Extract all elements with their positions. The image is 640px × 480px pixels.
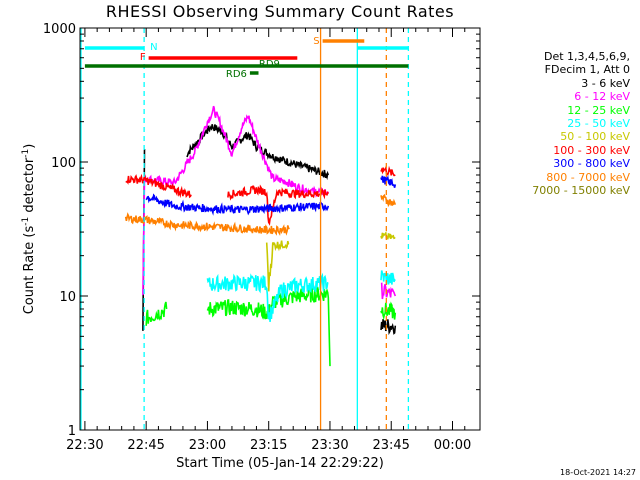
legend-entry: 6 - 12 keV: [574, 90, 630, 104]
legend-entry: 25 - 50 keV: [567, 117, 630, 131]
y-tick-label: 10: [59, 290, 76, 305]
date-stamp: 18-Oct-2021 14:27: [560, 468, 636, 477]
series-trace: [380, 230, 396, 240]
series-trace: [124, 212, 290, 236]
flag-label: S: [313, 36, 319, 47]
series-trace: [145, 193, 330, 216]
chart-title: RHESSI Observing Summary Count Rates: [105, 2, 455, 21]
series-trace: [186, 124, 330, 181]
legend-entry: 800 - 7000 keV: [546, 170, 630, 184]
x-tick-label: 23:15: [250, 438, 287, 453]
series-trace: [265, 240, 290, 292]
legend-entry: 12 - 25 keV: [567, 103, 630, 117]
plot-marks: [81, 28, 410, 430]
legend-entry: 50 - 100 keV: [560, 130, 630, 144]
x-tick-label: 00:00: [434, 438, 471, 453]
series-trace: [142, 105, 330, 296]
flag-label: RD6: [226, 69, 247, 80]
series-trace: [125, 173, 192, 199]
flag-label: RD9: [259, 59, 280, 70]
x-tick-label: 22:30: [66, 438, 103, 453]
x-tick-label: 22:45: [127, 438, 164, 453]
y-axis-label-part: ): [22, 144, 37, 149]
y-tick-label: 1: [68, 424, 76, 439]
series-trace: [145, 301, 168, 326]
x-tick-label: 23:30: [311, 438, 348, 453]
series-trace: [206, 272, 329, 322]
legend-header-line-2: FDecim 1, Att 0: [544, 63, 630, 77]
y-tick-label: 100: [51, 156, 76, 171]
series-trace: [380, 319, 397, 336]
legend-header-line-1: Det 1,3,4,5,6,9,: [543, 50, 630, 63]
series-trace: [380, 193, 397, 208]
x-tick-label: 23:45: [372, 438, 409, 453]
series-line: [206, 270, 396, 322]
plot-frame: [79, 27, 481, 431]
y-axis-label-part: Count Rate (s: [22, 226, 37, 315]
legend-entry: 100 - 300 keV: [553, 143, 630, 157]
y-axis-label-part: -1: [21, 149, 31, 158]
legend-entry: 3 - 6 keV: [581, 76, 630, 90]
y-tick-label: 1000: [43, 22, 76, 37]
y-axis-label-part: detector: [22, 157, 37, 217]
flag-label: F: [140, 52, 146, 63]
series-trace: [380, 165, 396, 177]
flag-label: N: [150, 42, 157, 53]
y-axis-label-part: -1: [21, 217, 31, 226]
x-axis-label: Start Time (05-Jan-14 22:29:22): [176, 456, 384, 471]
legend-entry: 7000 - 15000 keV: [532, 184, 630, 198]
legend-entry: 300 - 800 keV: [553, 157, 630, 171]
legend: Det 1,3,4,5,6,9, FDecim 1, Att 0 3 - 6 k…: [532, 50, 630, 197]
series-line: [124, 193, 397, 236]
x-tick-label: 23:00: [189, 438, 226, 453]
flag-bars: N S F RD9 RD6: [84, 36, 409, 80]
y-axis-label: Count Rate (s-1 detector-1): [21, 144, 37, 315]
series-trace: [380, 270, 396, 285]
axes: 1 10 100 1000 22:30 22:45 23:00 23:15 23:30 23:45…: [21, 22, 481, 471]
series-trace: [380, 282, 397, 300]
series-trace: [227, 184, 329, 226]
series-trace: [206, 286, 331, 367]
series-line: [145, 174, 397, 216]
series-line: [142, 105, 397, 300]
series-line: [265, 230, 396, 292]
series-trace: [380, 174, 397, 188]
series-trace: [380, 301, 397, 321]
series-line: [125, 165, 396, 226]
